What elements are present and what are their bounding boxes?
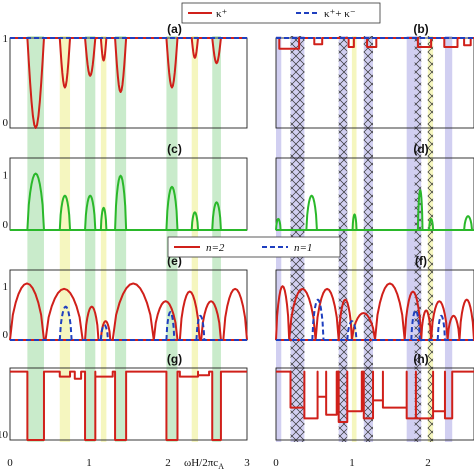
panel-a: (a) 1 0: [3, 22, 248, 129]
legend-mid-red-label: n=2: [206, 242, 225, 254]
panel-frame-f: [275, 269, 474, 341]
band-left-4: [115, 36, 127, 442]
x-axis-title-sub: A: [218, 462, 224, 471]
x-tick-2: 2: [165, 457, 171, 469]
panel-label-h: (h): [413, 352, 428, 366]
x-tick-1: 1: [86, 457, 92, 469]
band-hatch-right-7: [427, 36, 434, 442]
legend-top-box: [181, 2, 381, 24]
x-tick-right-0: 0: [273, 457, 279, 469]
legend-mid-blue-label: n=1: [294, 242, 312, 254]
series-c-0: [10, 172, 247, 231]
legend-mid-box: [167, 236, 341, 258]
panel-label-d: (d): [413, 142, 428, 156]
panel-frame-g: [9, 367, 248, 441]
panel-frame-c: [9, 157, 248, 231]
band-right-8: [444, 36, 453, 442]
panel-label-c: (c): [167, 142, 182, 156]
series-e-0: [9, 282, 248, 341]
x-axis-labels: 0 1 2 3 0 1 2 ωH/2πcA: [7, 457, 431, 471]
band-hatch-right-4: [363, 36, 374, 442]
x-tick-right-1: 1: [349, 457, 355, 469]
legend-top-blue-label: κ⁺+ κ⁻: [324, 8, 356, 20]
panel-frame-b: [275, 37, 474, 129]
y-tick-bottom-c: 0: [3, 219, 9, 231]
y-tick-top-e: 1: [3, 281, 9, 293]
x-tick-3: 3: [244, 457, 250, 469]
x-axis-title: ωH/2πcA: [184, 457, 224, 471]
legend-top-red-label: κ⁺: [216, 8, 228, 20]
y-tick-top-a: 1: [3, 33, 9, 45]
series-f-1: [276, 298, 474, 341]
panel-label-a: (a): [167, 22, 182, 36]
panel-frame-d: [275, 157, 474, 231]
band-hatch-right-2: [338, 36, 348, 442]
panel-label-e: (e): [167, 254, 182, 268]
legend-top: κ⁺ κ⁺+ κ⁻: [181, 2, 381, 24]
panel-d: (d): [275, 142, 474, 231]
panel-label-f: (f): [415, 254, 427, 268]
band-right-3: [351, 36, 357, 442]
panel-frame-h: [275, 367, 474, 441]
panel-frame-e: [9, 269, 248, 341]
panel-c: (c) 1 0: [3, 142, 248, 231]
x-tick-right-2: 2: [425, 457, 431, 469]
series-d-0: [275, 189, 474, 231]
panel-e: (e) 1 0: [3, 254, 248, 341]
band-left-0: [27, 36, 44, 442]
panel-label-b: (b): [413, 22, 428, 36]
panel-label-g: (g): [167, 352, 182, 366]
x-axis-title-main: ωH/2πc: [184, 457, 218, 469]
series-f-0: [275, 282, 474, 341]
y-tick-top-c: 1: [3, 170, 9, 182]
series-a-0: [10, 37, 247, 129]
panel-b: (b): [275, 22, 474, 129]
panels: (a)10(b)(c)10(d)(e)10(f)(g)10(h): [0, 22, 474, 441]
series-h-0: [276, 370, 474, 423]
panel-h: (h): [275, 352, 474, 441]
band-right-5: [406, 36, 415, 442]
panel-frame-a: [9, 37, 248, 129]
x-tick-0: 0: [7, 457, 13, 469]
y-tick-bottom-a: 0: [3, 117, 9, 129]
y-tick-bottom-g: 10: [0, 429, 9, 441]
band-left-2: [85, 36, 96, 442]
panel-g: (g) 10: [0, 352, 248, 441]
y-tick-bottom-e: 0: [3, 329, 9, 341]
band-left-1: [59, 36, 71, 442]
series-b-0: [276, 37, 474, 50]
band-hatch-right-6: [414, 36, 422, 442]
legend-mid: n=2 n=1: [167, 236, 341, 258]
band-left-3: [100, 36, 107, 442]
series-e-1: [10, 305, 247, 341]
panel-f: (f): [275, 254, 474, 341]
series-g-0: [10, 370, 247, 441]
